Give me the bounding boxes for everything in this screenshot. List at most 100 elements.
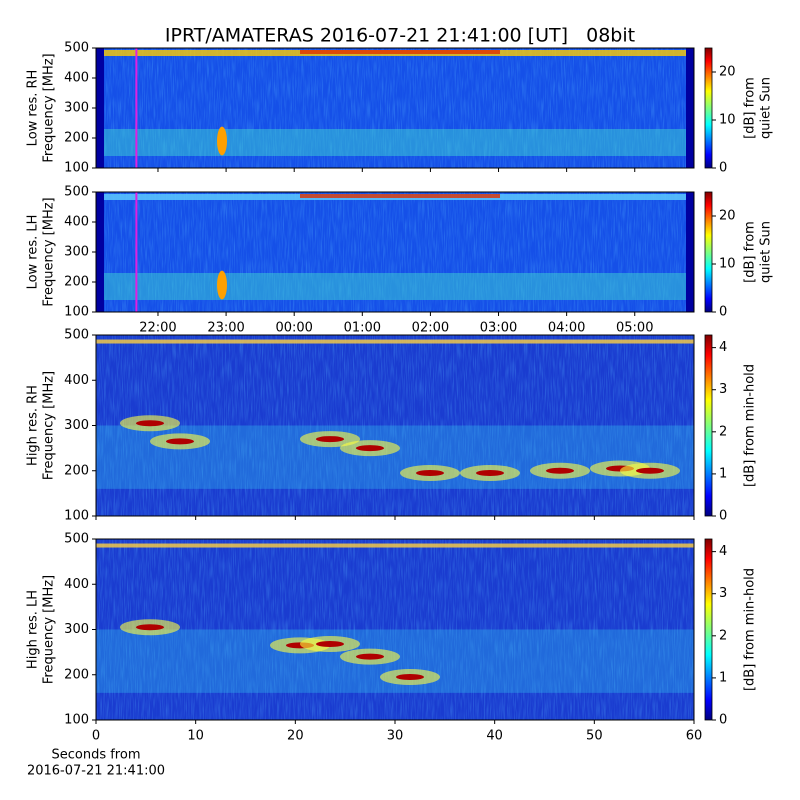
y-tick-label: 500 [64, 532, 89, 547]
x-tick-label: 23:00 [207, 321, 244, 336]
y-tick-label: 500 [64, 328, 89, 343]
y-tick-label: 300 [64, 622, 89, 637]
x-axis-label: 2016-07-21 21:41:00 [27, 764, 165, 779]
colorbar-tick-label: 10 [719, 113, 736, 128]
x-axis-label: Seconds from [51, 748, 140, 763]
heatmap-burst [396, 674, 424, 681]
y-axis-label: High res. RH [26, 385, 41, 466]
x-tick-label: 01:00 [344, 321, 381, 336]
y-tick-label: 100 [64, 713, 89, 728]
heatmap-top [96, 339, 694, 344]
x-tick-label: 04:00 [548, 321, 585, 336]
heatmap-edge [686, 48, 694, 168]
y-tick-label: 400 [64, 215, 89, 230]
heatmap-edge [96, 192, 104, 312]
y-tick-label: 300 [64, 418, 89, 433]
colorbar-tick-label: 2 [719, 424, 727, 439]
heatmap-top-red [300, 194, 500, 198]
heatmap-burst [356, 445, 384, 452]
colorbar [704, 191, 713, 313]
x-tick-label: 40 [486, 729, 503, 744]
x-tick-label: 50 [586, 729, 603, 744]
colorbar [704, 47, 713, 169]
x-tick-label: 0 [92, 729, 100, 744]
x-tick-label: 03:00 [480, 321, 517, 336]
heatmap-burst [136, 624, 164, 631]
colorbar-tick-label: 0 [719, 713, 727, 728]
heatmap-noise [96, 539, 694, 720]
y-tick-label: 100 [64, 509, 89, 524]
y-tick-label: 100 [64, 305, 89, 320]
y-axis-label: Frequency [MHz] [42, 53, 57, 162]
colorbar-tick-label: 0 [719, 161, 727, 176]
y-tick-label: 300 [64, 245, 89, 260]
heatmap-band [96, 129, 694, 156]
colorbar-tick-label: 1 [719, 466, 727, 481]
heatmap-band [96, 273, 694, 300]
colorbar-tick-label: 20 [719, 209, 736, 224]
y-axis-label: Low res. RH [26, 70, 41, 147]
y-axis-label: Frequency [MHz] [42, 575, 57, 684]
y-tick-label: 200 [64, 667, 89, 682]
y-axis-label: Frequency [MHz] [42, 197, 57, 306]
colorbar-label: quiet Sun [759, 77, 774, 139]
colorbar-tick-label: 1 [719, 670, 727, 685]
x-tick-label: 60 [686, 729, 703, 744]
x-tick-label: 10 [187, 729, 204, 744]
heatmap-burst [546, 467, 574, 474]
x-tick-label: 02:00 [412, 321, 449, 336]
colorbar-tick-label: 20 [719, 65, 736, 80]
y-axis-label: High res. LH [26, 590, 41, 669]
x-tick-label: 20 [287, 729, 304, 744]
colorbar-tick-label: 4 [719, 340, 727, 355]
heatmap-burst [166, 438, 194, 445]
heatmap-burst [316, 436, 344, 443]
heatmap-edge [96, 48, 104, 168]
colorbar-tick-label: 10 [719, 257, 736, 272]
y-tick-label: 200 [64, 131, 89, 146]
heatmap-noise [96, 192, 694, 312]
y-tick-label: 200 [64, 463, 89, 478]
x-tick-label: 00:00 [275, 321, 312, 336]
heatmap-burst [217, 270, 227, 300]
heatmap-burst [636, 467, 664, 474]
colorbar-tick-label: 3 [719, 586, 727, 601]
heatmap-burst [356, 653, 384, 660]
y-axis-label: Low res. LH [26, 215, 41, 290]
heatmap-noise [96, 335, 694, 516]
x-tick-label: 05:00 [616, 321, 653, 336]
colorbar-label: [dB] from min-hold [743, 364, 758, 487]
colorbar-label: [dB] from [743, 221, 758, 283]
heatmap-top-red [300, 50, 500, 54]
y-tick-label: 300 [64, 101, 89, 116]
y-tick-label: 100 [64, 161, 89, 176]
heatmap-burst [416, 470, 444, 477]
colorbar [704, 538, 713, 721]
figure-title: IPRT/AMATERAS 2016-07-21 21:41:00 [UT] 0… [165, 25, 635, 47]
y-tick-label: 400 [64, 373, 89, 388]
y-tick-label: 500 [64, 185, 89, 200]
heatmap-burst [136, 420, 164, 427]
y-tick-label: 400 [64, 577, 89, 592]
colorbar-label: [dB] from [743, 77, 758, 139]
heatmap-top [96, 543, 694, 548]
y-tick-label: 400 [64, 71, 89, 86]
colorbar-tick-label: 4 [719, 544, 727, 559]
colorbar-tick-label: 2 [719, 628, 727, 643]
heatmap-edge [686, 192, 694, 312]
heatmap-noise [96, 48, 694, 168]
x-tick-label: 22:00 [139, 321, 176, 336]
colorbar-label: [dB] from min-hold [743, 568, 758, 691]
heatmap-burst [316, 640, 344, 647]
y-tick-label: 200 [64, 275, 89, 290]
heatmap-burst [476, 470, 504, 477]
colorbar-label: quiet Sun [759, 221, 774, 283]
colorbar-tick-label: 0 [719, 509, 727, 524]
y-axis-label: Frequency [MHz] [42, 371, 57, 480]
x-tick-label: 30 [387, 729, 404, 744]
colorbar-tick-label: 3 [719, 382, 727, 397]
heatmap-burst [217, 126, 227, 156]
colorbar-tick-label: 0 [719, 305, 727, 320]
